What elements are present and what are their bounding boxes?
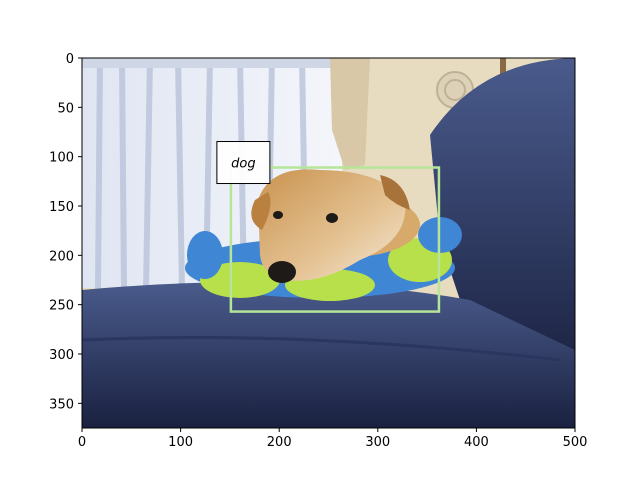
y-tick-label: 50	[57, 101, 74, 116]
dog-bounding-box	[229, 166, 441, 313]
x-tick-label: 400	[464, 435, 489, 450]
x-tick-label: 0	[78, 435, 86, 450]
x-tick-label: 100	[168, 435, 193, 450]
drape	[330, 58, 370, 170]
dog-eye	[326, 213, 338, 223]
y-tick-label: 200	[49, 249, 74, 264]
dog-label-box	[216, 141, 271, 185]
x-tick-label: 500	[563, 435, 588, 450]
y-tick-label: 100	[49, 151, 74, 166]
y-tick-label: 350	[49, 397, 74, 412]
dog-label: dog	[231, 157, 255, 172]
dog-head	[258, 169, 406, 281]
x-axis: 0 100 200 300 400 500	[78, 428, 588, 450]
photo	[82, 58, 575, 428]
x-tick-label: 300	[365, 435, 390, 450]
dog-nose	[268, 261, 296, 283]
plot-frame	[81, 57, 576, 429]
y-tick-label: 250	[49, 299, 74, 314]
sofa-seat	[82, 282, 575, 428]
y-tick-label: 0	[66, 52, 74, 67]
y-axis: 0 50 100 150 200 250 300 350	[49, 52, 82, 412]
window-frame	[82, 58, 332, 68]
y-tick-label: 150	[49, 200, 74, 215]
x-tick-label: 200	[267, 435, 292, 450]
y-tick-label: 300	[49, 348, 74, 363]
